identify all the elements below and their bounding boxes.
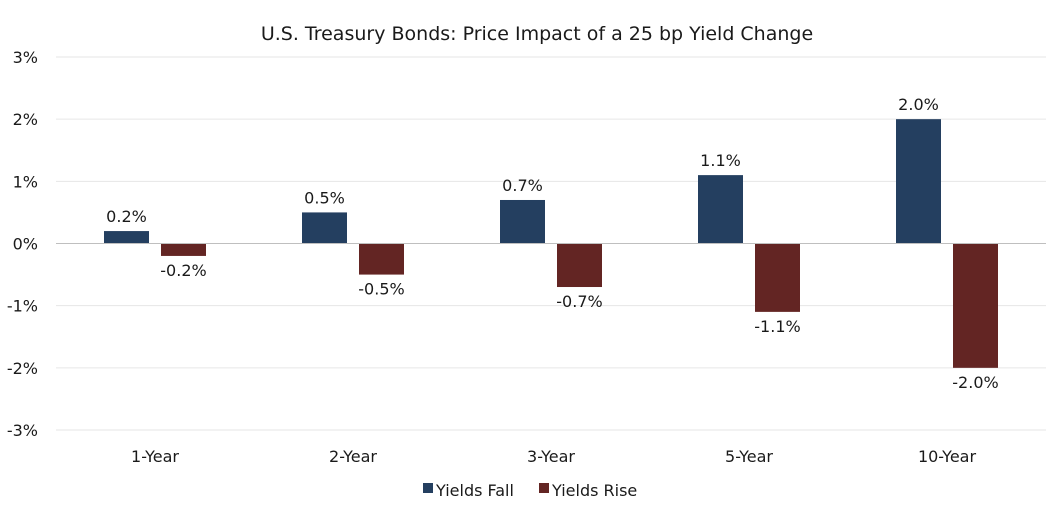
data-label: 0.5% <box>304 188 345 207</box>
data-label: 0.2% <box>106 207 147 226</box>
bar-yields-rise-1-year <box>161 243 206 256</box>
data-label: -0.2% <box>160 261 206 280</box>
legend-label: Yields Rise <box>551 481 637 500</box>
bar-yields-fall-1-year <box>104 231 149 244</box>
data-label: -0.5% <box>358 280 404 299</box>
legend: Yields Fall Yields Rise <box>423 481 637 500</box>
data-label: -1.1% <box>754 317 800 336</box>
bar-yields-fall-10-year <box>896 119 941 244</box>
bar-yields-rise-3-year <box>557 243 602 288</box>
x-tick-label: 3-Year <box>527 447 575 466</box>
data-label: -0.7% <box>556 292 602 311</box>
data-label: 0.7% <box>502 176 543 195</box>
y-tick-label: 0% <box>13 235 38 254</box>
x-tick-label: 1-Year <box>131 447 179 466</box>
x-tick-label: 2-Year <box>329 447 377 466</box>
y-tick-label: -2% <box>7 359 38 378</box>
x-axis-tick-labels: 1-Year 2-Year 3-Year 5-Year 10-Year <box>131 447 976 466</box>
x-tick-label: 5-Year <box>725 447 773 466</box>
x-tick-label: 10-Year <box>918 447 977 466</box>
data-label: -2.0% <box>952 373 998 392</box>
y-tick-label: 3% <box>13 48 38 67</box>
data-labels: 0.2% -0.2% 0.5% -0.5% 0.7% -0.7% 1.1% -1.1% 2.0%… <box>106 95 999 392</box>
y-tick-label: 2% <box>13 110 38 129</box>
data-label: 2.0% <box>898 95 939 114</box>
bar-yields-rise-2-year <box>359 243 404 275</box>
y-tick-label: -3% <box>7 421 38 440</box>
legend-swatch-yields-rise <box>539 483 549 493</box>
y-tick-label: -1% <box>7 297 38 316</box>
y-axis-tick-labels: 3% 2% 1% 0% -1% -2% -3% <box>7 48 38 440</box>
chart-title: U.S. Treasury Bonds: Price Impact of a 2… <box>261 23 813 45</box>
bar-yields-rise-5-year <box>755 243 800 312</box>
bar-yields-fall-3-year <box>500 199 545 244</box>
bars <box>104 119 998 368</box>
bar-yields-fall-2-year <box>302 212 347 244</box>
bar-yields-rise-10-year <box>953 243 998 368</box>
legend-label: Yields Fall <box>435 481 514 500</box>
y-tick-label: 1% <box>13 172 38 191</box>
legend-swatch-yields-fall <box>423 483 433 493</box>
data-label: 1.1% <box>700 151 741 170</box>
bar-yields-fall-5-year <box>698 175 743 244</box>
